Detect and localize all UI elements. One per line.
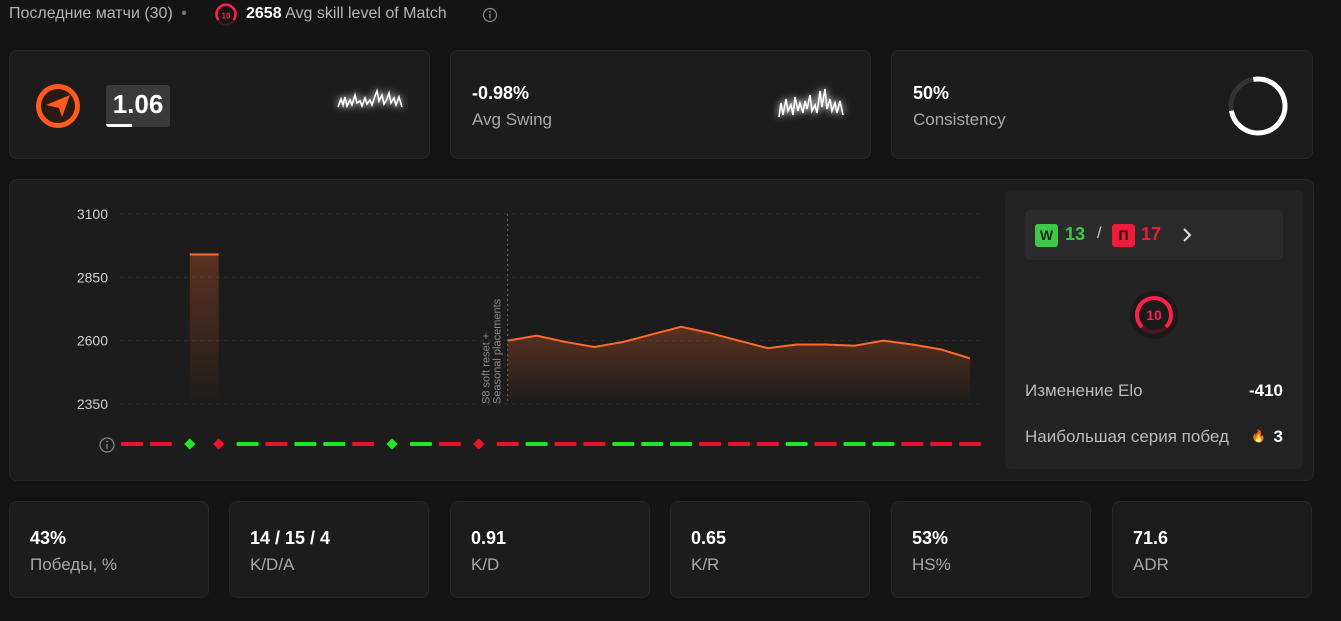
stat-value: 0.91 — [471, 528, 507, 548]
wins-badge: W — [1035, 224, 1058, 247]
result-dash — [641, 442, 664, 446]
result-dash — [814, 442, 837, 446]
info-icon-dot — [106, 440, 108, 443]
stat-value: 71.6 — [1133, 528, 1169, 548]
level-arc — [215, 3, 237, 21]
swing-value: -0.98% — [472, 83, 530, 103]
sparkline — [778, 88, 844, 118]
consistency-label: Consistency — [913, 110, 1006, 129]
stat-label: K/R — [691, 555, 720, 574]
result-dash — [496, 442, 519, 446]
stat-label: Победы, % — [30, 555, 118, 574]
y-tick-label: 3100 — [77, 206, 108, 222]
consistency-value: 50% — [913, 83, 950, 103]
avg-elo-label: Avg skill level of Match — [285, 5, 447, 22]
level-badge-text: 10 — [1146, 307, 1162, 323]
result-diamond — [213, 438, 225, 450]
result-dash — [727, 442, 750, 446]
swing-card: -0.98% Avg Swing — [450, 50, 871, 159]
result-dash — [236, 442, 259, 446]
streak-value: 3 — [1273, 427, 1283, 446]
stat-card: 0.91 K/D — [450, 501, 650, 598]
header-title: Последние матчи (30) — [9, 5, 173, 22]
separator: • — [181, 5, 187, 22]
level-text: 10 — [222, 12, 231, 21]
area-fill — [507, 326, 971, 404]
avg-elo-value: 2658 — [246, 5, 282, 22]
info-icon[interactable] — [99, 437, 115, 453]
elo-change-label: Изменение Elo — [1025, 381, 1143, 400]
result-dash — [438, 442, 461, 446]
consistency-card: 50% Consistency — [891, 50, 1313, 159]
streak-label: Наибольшая серия побед — [1025, 427, 1229, 446]
result-dash — [670, 442, 693, 446]
record-sep: / — [1097, 225, 1102, 242]
stat-label: HS% — [912, 555, 951, 574]
info-icon[interactable] — [482, 7, 498, 23]
stat-label: K/D — [471, 555, 500, 574]
result-diamond — [473, 438, 485, 450]
result-dash — [901, 442, 924, 446]
result-dash — [756, 442, 779, 446]
result-dash — [959, 442, 982, 446]
result-dash — [265, 442, 288, 446]
streak-icon: 🔥 — [1251, 429, 1266, 443]
stat-label: ADR — [1133, 555, 1169, 574]
y-tick-label: 2350 — [77, 396, 108, 412]
result-dash — [410, 442, 432, 446]
annotation: S8 soft reset + — [481, 333, 493, 404]
result-dash — [149, 442, 172, 446]
result-dash — [554, 442, 577, 446]
stat-card: 43% Победы, % — [9, 501, 209, 598]
level-badge: 10 — [1130, 291, 1178, 339]
result-diamond — [184, 438, 196, 450]
swing-label: Avg Swing — [472, 110, 553, 129]
result-dash — [872, 442, 895, 446]
result-dash — [121, 442, 143, 446]
result-diamond — [386, 438, 398, 450]
stat-card: 71.6 ADR — [1112, 501, 1312, 598]
stat-card: 0.65 K/R — [670, 501, 870, 598]
record-box[interactable]: W 13 / П 17 — [1025, 210, 1283, 260]
consistency-ring — [1228, 76, 1288, 136]
result-dash — [785, 442, 808, 446]
result-dash — [352, 442, 375, 446]
stat-card: 14 / 15 / 4 K/D/A — [229, 501, 429, 598]
result-dash — [323, 442, 346, 446]
area-fill — [189, 254, 219, 404]
rating-progress — [106, 124, 132, 127]
elo-change-value: -410 — [1248, 381, 1283, 400]
result-dash — [583, 442, 606, 446]
rating-icon — [36, 84, 80, 128]
stat-value: 0.65 — [691, 528, 727, 548]
stat-label: K/D/A — [250, 555, 295, 574]
result-dash — [294, 442, 317, 446]
rating-card: 1.06 — [9, 50, 430, 159]
avg-elo: 2658 Avg skill level of Match — [246, 5, 447, 23]
y-tick-label: 2850 — [77, 269, 108, 285]
losses-badge: П — [1112, 224, 1135, 247]
stat-card: 53% HS% — [891, 501, 1091, 598]
stat-value: 14 / 15 / 4 — [250, 528, 331, 548]
result-dash — [525, 442, 548, 446]
result-dash — [699, 442, 721, 446]
annotation: Seasonal placements — [492, 298, 504, 404]
sparkline — [337, 88, 403, 109]
stat-value: 53% — [912, 528, 949, 548]
result-dash — [930, 442, 953, 446]
wins: 13 — [1065, 224, 1086, 244]
stat-value: 43% — [30, 528, 67, 548]
result-dash — [612, 442, 635, 446]
elo-line — [189, 253, 971, 360]
rating-box: 1.06 — [106, 85, 170, 127]
result-dash — [843, 442, 866, 446]
y-tick-label: 2600 — [77, 333, 108, 349]
header: Последние матчи (30) • — [9, 5, 191, 23]
chevron — [1183, 228, 1192, 242]
level-icon: 10 — [215, 3, 237, 26]
rating-value: 1.06 — [112, 89, 164, 119]
losses: 17 — [1141, 224, 1162, 244]
